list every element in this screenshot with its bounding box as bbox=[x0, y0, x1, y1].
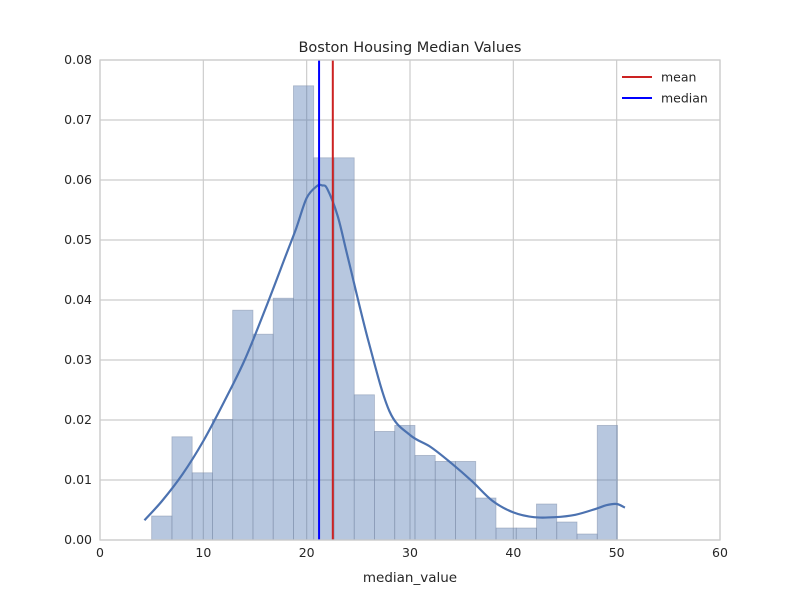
histogram-bar-16 bbox=[475, 497, 497, 541]
y-tick-label-2: 0.02 bbox=[64, 412, 92, 427]
histogram-bar-3 bbox=[212, 418, 234, 541]
x-tick-label-0: 0 bbox=[96, 545, 104, 560]
histogram-bar-14 bbox=[434, 460, 456, 541]
histogram-bar-5 bbox=[252, 333, 274, 541]
chart-title: Boston Housing Median Values bbox=[298, 40, 521, 56]
legend-label-mean: mean bbox=[661, 70, 696, 85]
y-tick-label-5: 0.05 bbox=[64, 232, 92, 247]
x-axis-label: median_value bbox=[363, 570, 457, 586]
kde-curve bbox=[143, 183, 626, 521]
plot-area: 0 10 20 30 40 50 60 0.00 0.01 0.02 0.03 0.04 0.05 0.0… bbox=[64, 52, 728, 560]
y-tick-label-4: 0.04 bbox=[64, 292, 92, 307]
histogram-bar-20 bbox=[556, 521, 578, 541]
histogram-bar-6 bbox=[272, 297, 294, 541]
x-tick-label-6: 60 bbox=[712, 545, 728, 560]
y-tick-label-1: 0.01 bbox=[64, 472, 92, 487]
histogram-bar-2 bbox=[191, 472, 213, 541]
x-tick-label-3: 30 bbox=[402, 545, 418, 560]
y-tick-label-0: 0.00 bbox=[64, 532, 92, 547]
y-tick-label-7: 0.07 bbox=[64, 112, 92, 127]
histogram-bar-4 bbox=[232, 309, 254, 541]
x-tick-label-5: 50 bbox=[609, 545, 625, 560]
legend: mean median bbox=[622, 70, 708, 106]
histogram-bar-12 bbox=[394, 424, 416, 541]
histogram-bar-8 bbox=[313, 157, 335, 541]
histogram-bar-10 bbox=[353, 394, 375, 541]
histogram-bar-17 bbox=[495, 527, 517, 541]
histogram-bar-13 bbox=[414, 454, 436, 541]
y-tick-label-3: 0.03 bbox=[64, 352, 92, 367]
histogram-bar-11 bbox=[374, 430, 396, 541]
histogram-bar-22 bbox=[596, 424, 618, 541]
histogram-bar-7 bbox=[293, 85, 315, 541]
histogram-bar-19 bbox=[536, 503, 558, 541]
histogram-bar-15 bbox=[455, 460, 477, 541]
plot-frame bbox=[99, 59, 721, 541]
histogram-bar-0 bbox=[151, 515, 173, 541]
y-tick-label-6: 0.06 bbox=[64, 172, 92, 187]
x-tick-label-2: 20 bbox=[299, 545, 315, 560]
histogram-bar-1 bbox=[171, 436, 193, 541]
y-tick-label-8: 0.08 bbox=[64, 52, 92, 67]
histogram-bar-18 bbox=[515, 527, 537, 541]
x-tick-label-4: 40 bbox=[505, 545, 521, 560]
legend-label-median: median bbox=[661, 91, 708, 106]
histogram-bar-21 bbox=[576, 533, 598, 541]
x-tick-label-1: 10 bbox=[195, 545, 211, 560]
